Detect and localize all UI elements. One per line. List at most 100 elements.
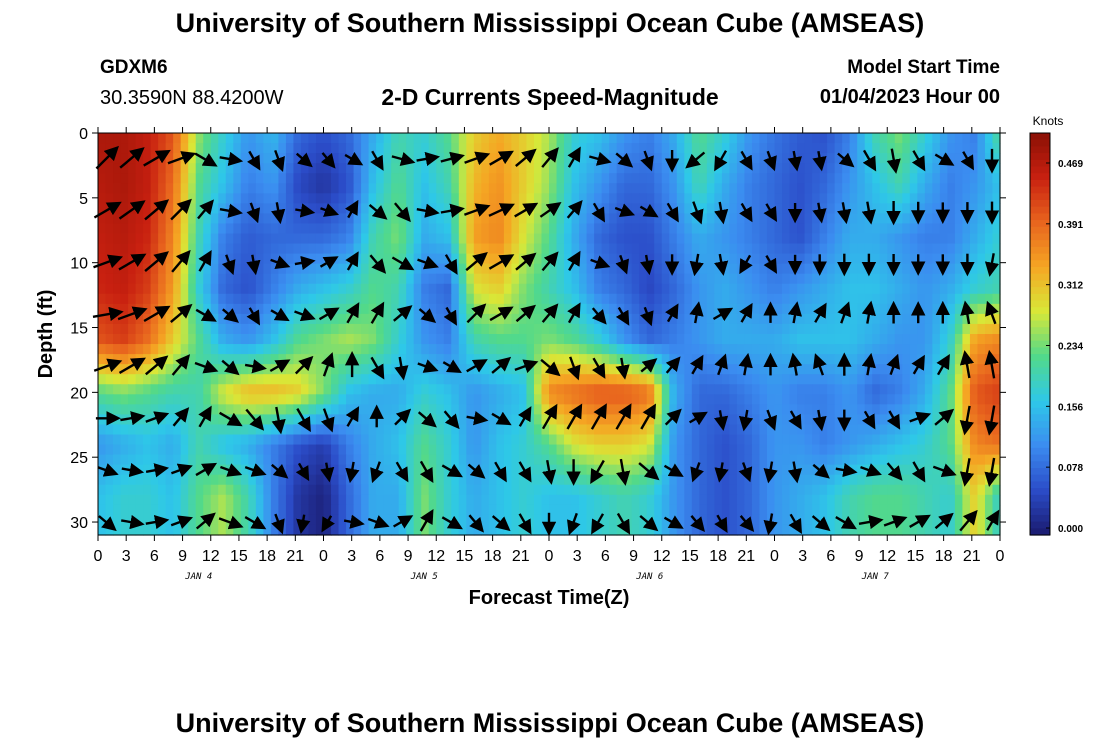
- heatmap-cell: [819, 364, 828, 375]
- heatmap-cell: [113, 454, 122, 466]
- current-vector: [368, 203, 388, 220]
- heatmap-cell: [218, 344, 227, 355]
- heatmap-cell: [872, 303, 881, 315]
- heatmap-cell: [398, 143, 407, 154]
- heatmap-cell: [594, 283, 603, 295]
- current-vector: [143, 149, 171, 167]
- heatmap-cell: [797, 364, 806, 375]
- heatmap-cell: [571, 344, 580, 355]
- heatmap-cell: [616, 243, 625, 255]
- heatmap-cell: [398, 494, 407, 506]
- station-id: GDXM6: [100, 57, 168, 78]
- heatmap-cell: [766, 334, 776, 345]
- heatmap-cell: [173, 494, 182, 506]
- heatmap-cell: [338, 524, 347, 536]
- heatmap-cell: [105, 183, 114, 194]
- heatmap-cell: [669, 484, 678, 496]
- heatmap-cell: [541, 514, 550, 526]
- heatmap-cell: [782, 173, 791, 184]
- heatmap-cell: [135, 293, 144, 305]
- heatmap-cell: [857, 323, 866, 335]
- heatmap-cell: [939, 454, 948, 466]
- current-vector: [443, 306, 457, 326]
- heatmap-cell: [639, 163, 648, 174]
- heatmap-cell: [113, 193, 122, 204]
- heatmap-cell: [992, 464, 1001, 476]
- heatmap-cell: [556, 253, 565, 265]
- heatmap-cell: [323, 334, 332, 345]
- heatmap-cell: [879, 514, 888, 526]
- heatmap-cell: [541, 354, 550, 365]
- heatmap-cell: [406, 474, 415, 486]
- heatmap-cell: [909, 253, 918, 265]
- heatmap-cell: [150, 374, 159, 385]
- heatmap-cell: [706, 223, 715, 235]
- heatmap-cell: [894, 384, 903, 395]
- heatmap-cell: [458, 133, 467, 144]
- heatmap-cell: [804, 364, 813, 375]
- heatmap-cell: [924, 143, 933, 154]
- heatmap-cell: [556, 233, 565, 245]
- heatmap-cell: [729, 163, 738, 174]
- heatmap-cell: [947, 414, 956, 426]
- heatmap-cell: [579, 334, 588, 345]
- heatmap-cell: [98, 344, 107, 355]
- heatmap-cell: [887, 434, 896, 446]
- heatmap-cell: [721, 334, 730, 345]
- heatmap-cell: [361, 364, 370, 375]
- heatmap-cell: [188, 344, 197, 355]
- heatmap-cell: [909, 384, 918, 395]
- heatmap-cell: [797, 323, 806, 335]
- heatmap-cell: [684, 464, 693, 476]
- heatmap-cell: [699, 474, 708, 486]
- heatmap-cell: [413, 394, 422, 405]
- current-vector: [442, 359, 462, 374]
- heatmap-cell: [601, 334, 610, 345]
- heatmap-cell: [346, 424, 355, 436]
- heatmap-cell: [428, 213, 437, 225]
- heatmap-cell: [586, 203, 595, 214]
- heatmap-cell: [150, 334, 159, 345]
- heatmap-cell: [466, 213, 475, 225]
- heatmap-cell: [992, 143, 1001, 154]
- current-vector: [640, 150, 654, 172]
- heatmap-cell: [691, 173, 700, 184]
- heatmap-cell: [954, 494, 964, 506]
- heatmap-cell: [887, 494, 896, 506]
- heatmap-cell: [654, 273, 663, 285]
- heatmap-cell: [285, 203, 295, 214]
- heatmap-cell: [361, 354, 370, 365]
- heatmap-cell: [315, 454, 325, 466]
- heatmap-cell: [842, 474, 851, 486]
- heatmap-cell: [376, 494, 385, 506]
- heatmap-cell: [782, 384, 791, 395]
- heatmap-cell: [977, 434, 986, 446]
- heatmap-cell: [98, 213, 107, 225]
- heatmap-cell: [255, 233, 264, 245]
- heatmap-cell: [616, 283, 625, 295]
- heatmap-cell: [917, 394, 926, 405]
- heatmap-cell: [706, 243, 715, 255]
- heatmap-cell: [639, 313, 648, 325]
- heatmap-cell: [842, 253, 851, 265]
- heatmap-cell: [270, 374, 279, 385]
- heatmap-cell: [609, 323, 618, 335]
- heatmap-cell: [804, 514, 813, 526]
- heatmap-cell: [496, 213, 505, 225]
- heatmap-cell: [120, 424, 129, 436]
- heatmap-cell: [977, 404, 986, 415]
- heatmap-cell: [954, 233, 964, 245]
- heatmap-cell: [962, 143, 971, 154]
- heatmap-cell: [113, 283, 122, 295]
- heatmap-cell: [195, 223, 204, 235]
- heatmap-cell: [240, 293, 249, 305]
- heatmap-cell: [413, 153, 422, 164]
- heatmap-cell: [413, 273, 422, 285]
- heatmap-cell: [939, 494, 948, 506]
- heatmap-cell: [902, 374, 911, 385]
- heatmap-cell: [977, 323, 986, 335]
- heatmap-cell: [699, 223, 708, 235]
- current-vector: [813, 302, 827, 323]
- heatmap-cell: [473, 484, 482, 496]
- heatmap-cell: [571, 283, 580, 295]
